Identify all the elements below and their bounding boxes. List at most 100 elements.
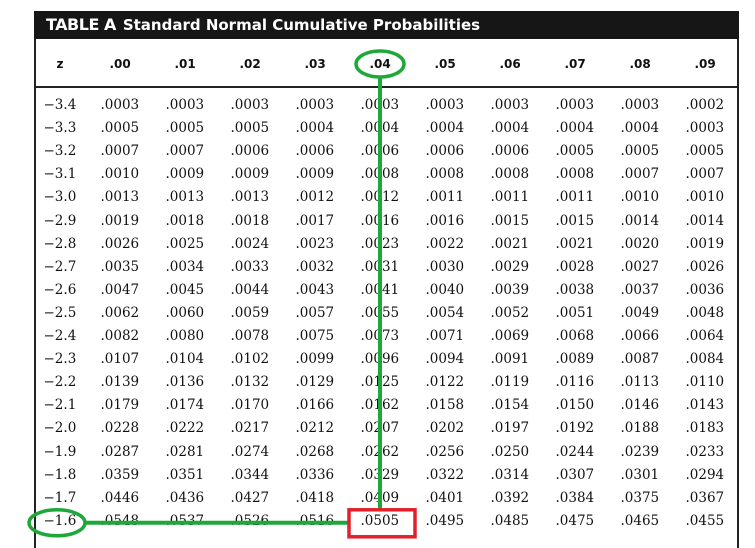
probability-cell: .0107 [100, 351, 140, 368]
probability-cell: .0446 [100, 489, 140, 506]
probability-cell: .0005 [685, 143, 725, 160]
row-z-value: −2.8 [43, 235, 77, 252]
probability-cell: .0006 [230, 143, 270, 160]
probability-cell: .0119 [490, 374, 530, 391]
probability-cell: .0010 [620, 189, 660, 206]
result-highlight-box [347, 508, 417, 539]
probability-cell: .0170 [230, 397, 270, 414]
probability-cell: .0039 [490, 281, 530, 298]
probability-cell: .0084 [685, 351, 725, 368]
probability-cell: .0217 [230, 420, 270, 437]
probability-cell: .0011 [555, 189, 595, 206]
probability-cell: .0007 [620, 166, 660, 183]
probability-cell: .0062 [100, 304, 140, 321]
probability-cell: .0080 [165, 328, 205, 344]
probability-cell: .0003 [620, 97, 660, 113]
probability-cell: .0052 [490, 304, 530, 321]
probability-cell: .0401 [425, 489, 465, 506]
column-header: .06 [499, 57, 521, 71]
row-z-value: −2.0 [43, 420, 77, 437]
probability-cell: .0136 [165, 374, 205, 391]
probability-cell: .0049 [620, 304, 660, 321]
probability-cell: .0054 [425, 304, 465, 321]
column-header: .08 [629, 57, 651, 71]
probability-cell: .0044 [230, 281, 270, 298]
probability-cell: .0239 [620, 443, 660, 460]
row-z-value: −3.0 [43, 189, 77, 206]
probability-cell: .0384 [555, 489, 595, 506]
probability-cell: .0047 [100, 281, 140, 298]
probability-cell: .0150 [555, 397, 595, 414]
probability-cell: .0116 [555, 374, 595, 391]
probability-cell: .0003 [295, 97, 335, 113]
probability-cell: .0007 [165, 143, 205, 160]
probability-cell: .0029 [490, 258, 530, 275]
probability-cell: .0132 [230, 374, 270, 391]
probability-cell: .0009 [295, 166, 335, 183]
probability-cell: .0035 [100, 258, 140, 275]
column-highlight-circle [354, 49, 406, 79]
probability-cell: .0250 [490, 443, 530, 460]
probability-cell: .0110 [685, 374, 725, 391]
probability-cell: .0003 [165, 97, 205, 113]
probability-cell: .0038 [555, 281, 595, 298]
probability-cell: .0014 [685, 212, 725, 229]
probability-cell: .0158 [425, 397, 465, 414]
column-header: .09 [694, 57, 716, 71]
column-header: .00 [109, 57, 131, 71]
table-name: Standard Normal Cumulative Probabilities [122, 16, 481, 34]
probability-cell: .0179 [100, 397, 140, 414]
probability-cell: .0146 [620, 397, 660, 414]
row-z-value: −1.8 [43, 466, 77, 483]
probability-cell: .0314 [490, 466, 530, 483]
header-rule [34, 86, 739, 88]
probability-cell: .0113 [620, 374, 660, 391]
probability-cell: .0013 [165, 189, 205, 206]
column-header: .07 [564, 57, 586, 71]
probability-cell: .0030 [425, 258, 465, 275]
probability-cell: .0069 [490, 328, 530, 344]
probability-cell: .0104 [165, 351, 205, 368]
probability-cell: .0021 [555, 235, 595, 252]
probability-cell: .0281 [165, 443, 205, 460]
column-header: .04 [369, 57, 391, 71]
probability-cell: .0322 [425, 466, 465, 483]
probability-cell: .0011 [425, 189, 465, 206]
probability-cell: .0188 [620, 420, 660, 437]
probability-cell: .0082 [100, 328, 140, 344]
probability-cell: .0066 [620, 328, 660, 344]
probability-cell: .0006 [295, 143, 335, 160]
probability-cell: .0003 [555, 97, 595, 113]
probability-cell: .0012 [295, 189, 335, 206]
probability-cell: .0192 [555, 420, 595, 437]
probability-cell: .0032 [295, 258, 335, 275]
row-z-value: −1.7 [43, 489, 77, 506]
probability-cell: .0019 [100, 212, 140, 229]
probability-cell: .0024 [230, 235, 270, 252]
row-z-value: −2.7 [43, 258, 77, 275]
probability-cell: .0025 [165, 235, 205, 252]
probability-cell: .0060 [165, 304, 205, 321]
probability-cell: .0202 [425, 420, 465, 437]
probability-cell: .0307 [555, 466, 595, 483]
probability-cell: .0019 [685, 235, 725, 252]
probability-cell: .0222 [165, 420, 205, 437]
probability-cell: .0087 [620, 351, 660, 368]
probability-cell: .0228 [100, 420, 140, 437]
probability-cell: .0015 [555, 212, 595, 229]
probability-cell: .0009 [230, 166, 270, 183]
probability-cell: .0183 [685, 420, 725, 437]
probability-cell: .0436 [165, 489, 205, 506]
row-z-value: −2.6 [43, 281, 77, 298]
probability-cell: .0045 [165, 281, 205, 298]
probability-cell: .0009 [165, 166, 205, 183]
probability-cell: .0051 [555, 304, 595, 321]
probability-cell: .0091 [490, 351, 530, 368]
row-z-value: −3.3 [43, 120, 77, 137]
probability-cell: .0351 [165, 466, 205, 483]
row-highlight-circle [27, 508, 87, 538]
probability-cell: .0006 [490, 143, 530, 160]
probability-cell: .0174 [165, 397, 205, 414]
probability-cell: .0256 [425, 443, 465, 460]
